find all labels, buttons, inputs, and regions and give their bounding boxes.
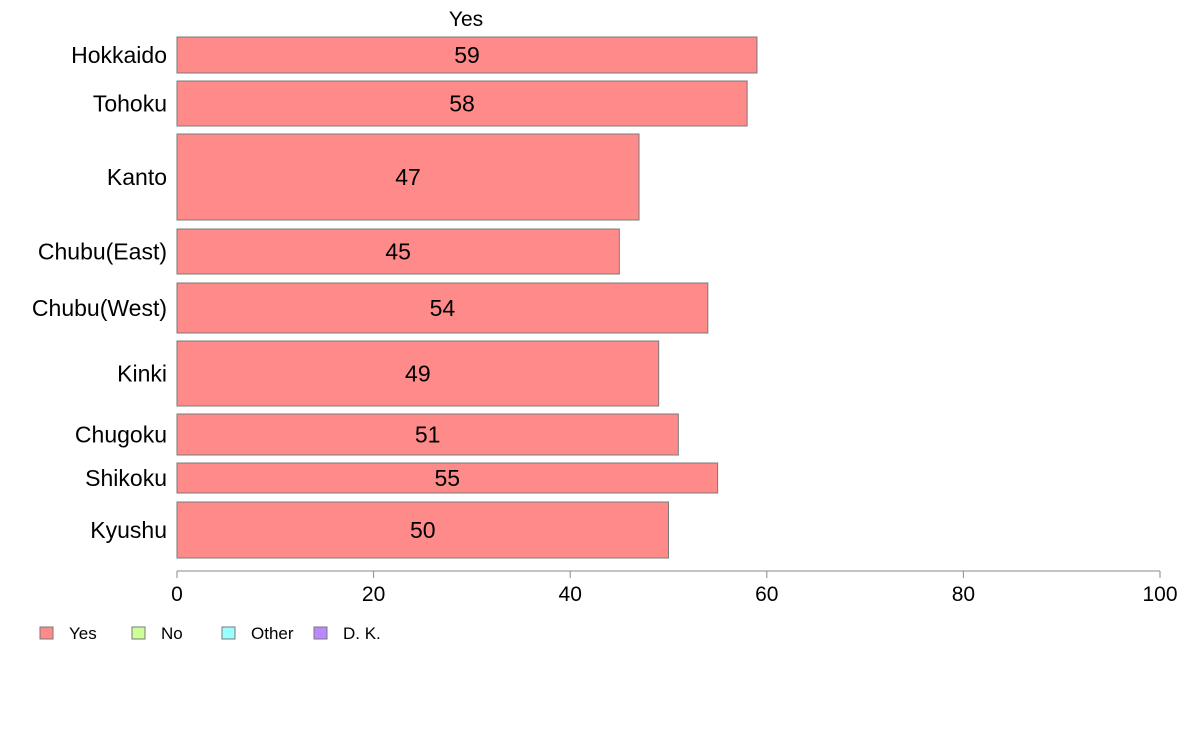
category-labels-layer: Hokkaido Tohoku Kanto Chubu(East) Chubu(West… (32, 42, 167, 543)
legend: Yes No Other D. K. (39, 624, 381, 643)
bar-value-label: 59 (454, 42, 480, 68)
legend-label: No (161, 624, 183, 643)
bar-value-label: 58 (449, 91, 475, 117)
legend-swatch (313, 626, 328, 640)
bar-value-label: 49 (405, 361, 431, 387)
bar-chubu-east--yes (176, 228, 620, 275)
bar-value-label: 51 (415, 422, 441, 448)
bar-kinki-yes (176, 340, 660, 407)
chart-title: Yes (449, 8, 483, 31)
bars-layer (176, 36, 758, 559)
x-tick-label: 0 (171, 583, 183, 606)
legend-label: D. K. (343, 624, 381, 643)
legend-swatch (39, 626, 54, 640)
bar-value-label: 54 (430, 295, 456, 321)
category-label: Kinki (117, 361, 167, 387)
category-label: Kanto (107, 164, 167, 190)
bar-chugoku-yes (176, 413, 679, 456)
bar-chubu-west--yes (176, 282, 709, 334)
legend-swatch (221, 626, 236, 640)
category-label: Chubu(West) (32, 295, 167, 321)
legend-label: Yes (69, 624, 97, 643)
x-tick-label: 80 (952, 583, 975, 606)
bar-value-label: 45 (385, 239, 411, 265)
category-label: Hokkaido (71, 42, 167, 68)
category-label: Shikoku (85, 465, 167, 491)
category-label: Chubu(East) (38, 239, 167, 265)
bar-value-label: 55 (435, 465, 461, 491)
legend-label: Other (251, 624, 294, 643)
bar-tohoku-yes (176, 80, 748, 127)
category-label: Chugoku (75, 422, 167, 448)
x-tick-label: 40 (559, 583, 582, 606)
bar-labels-layer: 59 58 47 45 54 49 51 55 50 (385, 42, 479, 543)
bar-value-label: 47 (395, 164, 421, 190)
category-label: Kyushu (90, 517, 167, 543)
x-axis: 0 20 40 60 80 100 (171, 570, 1178, 606)
x-tick-label: 20 (362, 583, 385, 606)
bar-value-label: 50 (410, 517, 436, 543)
category-label: Tohoku (93, 91, 167, 117)
x-tick-label: 60 (755, 583, 778, 606)
bar-hokkaido-yes (176, 36, 758, 74)
x-tick-label: 100 (1142, 583, 1177, 606)
bar-kanto-yes (176, 133, 640, 221)
legend-swatch (131, 626, 146, 640)
bar-shikoku-yes (176, 462, 719, 494)
bar-kyushu-yes (176, 501, 669, 559)
